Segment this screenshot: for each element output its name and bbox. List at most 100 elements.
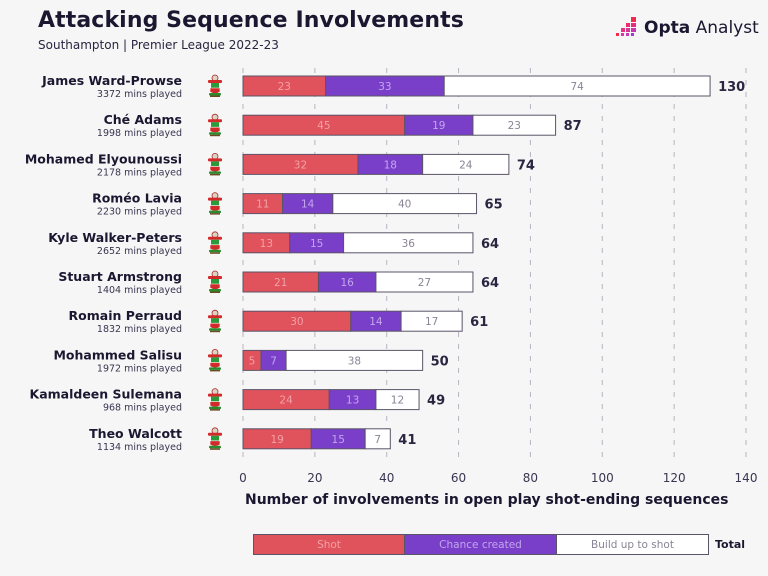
southampton-crest-icon <box>208 113 222 137</box>
southampton-crest-icon <box>208 152 222 176</box>
player-name: Kamaldeen Sulemana <box>30 387 182 402</box>
bar-segment-build-up-label: 74 <box>570 81 584 93</box>
bar-segment-build-up <box>472 114 557 136</box>
bar-segment-shot-label: 23 <box>278 81 291 93</box>
player-minutes: 2230 mins played <box>97 207 182 218</box>
x-axis-label: Number of involvements in open play shot… <box>245 492 729 508</box>
bar-segment-build-up <box>375 389 420 411</box>
bar-segment-shot-label: 24 <box>279 395 293 407</box>
player-minutes: 3372 mins played <box>97 89 182 100</box>
player-minutes: 1972 mins played <box>97 363 182 374</box>
player-name: Theo Walcott <box>89 426 182 441</box>
x-tick-label: 20 <box>307 471 322 485</box>
bar-segment-chance-created-label: 15 <box>332 434 345 446</box>
southampton-crest-icon <box>208 74 222 97</box>
x-tick-label: 40 <box>379 471 394 485</box>
southampton-crest-icon <box>208 427 222 450</box>
bar-segment-build-up-label: 23 <box>508 120 521 132</box>
southampton-crest-icon <box>208 270 222 293</box>
x-tick-label: 80 <box>523 471 538 485</box>
bar-segment-build-up <box>422 153 510 175</box>
legend: Shot Chance created Build up to shot Tot… <box>253 534 745 555</box>
player-minutes: 2178 mins played <box>97 167 182 178</box>
bar-segment-chance-created-label: 14 <box>301 199 315 211</box>
bar-segment-chance-created-label: 15 <box>310 238 323 250</box>
x-tick-label: 140 <box>735 471 758 485</box>
total-label: 130 <box>718 80 745 95</box>
southampton-crest-icon <box>208 192 222 215</box>
total-label: 64 <box>481 276 499 291</box>
player-name: Romain Perraud <box>69 308 182 323</box>
bar-segment-shot-label: 21 <box>274 277 287 289</box>
x-tick-label: 120 <box>663 471 686 485</box>
total-label: 50 <box>431 354 449 369</box>
bar-segment-shot-label: 5 <box>249 355 256 367</box>
player-name: Mohammed Salisu <box>53 347 182 362</box>
bar-segment-chance-created-label: 14 <box>369 316 383 328</box>
player-name: James Ward-Prowse <box>41 73 182 88</box>
player-name: Roméo Lavia <box>92 191 182 206</box>
bar-segment-build-up-label: 27 <box>418 277 431 289</box>
bar-segment-build-up <box>375 271 474 293</box>
bar-segment-shot-label: 19 <box>270 434 283 446</box>
x-tick-label: 0 <box>239 471 247 485</box>
bar-segment-build-up <box>400 310 463 332</box>
bar-segment-shot-label: 11 <box>256 199 269 211</box>
total-label: 49 <box>427 394 445 409</box>
total-label: 41 <box>398 433 416 448</box>
opta-pixel-logo-icon <box>616 17 636 36</box>
total-label: 61 <box>470 315 488 330</box>
player-name: Mohamed Elyounoussi <box>25 151 182 166</box>
bar-segment-chance-created-label: 7 <box>270 355 277 367</box>
chart-subtitle: Southampton | Premier League 2022-23 <box>38 38 279 52</box>
legend-build-up-to-shot: Build up to shot <box>557 534 709 555</box>
legend-chance-created: Chance created <box>405 534 557 555</box>
bar-segment-chance-created-label: 16 <box>341 277 355 289</box>
chart-title: Attacking Sequence Involvements <box>38 8 464 33</box>
bar-segment-chance-created-label: 18 <box>384 159 397 171</box>
bar-segment-shot-label: 30 <box>290 316 303 328</box>
x-tick-label: 60 <box>451 471 466 485</box>
player-minutes: 1134 mins played <box>97 442 182 453</box>
bar-segment-build-up <box>343 232 474 254</box>
brand-name: Opta Analyst <box>644 18 759 38</box>
legend-total: Total <box>715 538 746 551</box>
player-minutes: 1404 mins played <box>97 285 182 296</box>
stacked-bar-chart: 0 20 40 60 80 100 120 140 James Ward-Prowse3372 … <box>25 68 758 485</box>
player-name: Ché Adams <box>104 112 182 127</box>
southampton-crest-icon <box>208 231 222 254</box>
bar-segment-build-up-label: 24 <box>459 159 473 171</box>
bar-segment-shot-label: 32 <box>294 159 307 171</box>
bar-segment-build-up <box>332 193 478 215</box>
player-name: Stuart Armstrong <box>58 269 182 284</box>
bar-segment-shot-label: 45 <box>317 120 330 132</box>
legend-shot: Shot <box>253 534 405 555</box>
bar-segment-chance-created-label: 19 <box>432 120 445 132</box>
total-label: 65 <box>485 198 503 213</box>
bar-segment-chance-created-label: 13 <box>346 395 359 407</box>
bar-segment-chance-created-label: 33 <box>378 81 391 93</box>
total-label: 87 <box>564 119 582 134</box>
bar-segment-build-up-label: 40 <box>398 199 411 211</box>
total-label: 64 <box>481 237 499 252</box>
bar-segment-build-up-label: 17 <box>425 316 438 328</box>
player-minutes: 968 mins played <box>103 403 182 414</box>
bar-segment-shot-label: 13 <box>260 238 273 250</box>
player-minutes: 1998 mins played <box>97 128 182 139</box>
player-minutes: 2652 mins played <box>97 246 182 257</box>
bar-segment-build-up <box>364 428 391 450</box>
bar-segment-build-up-label: 38 <box>348 355 361 367</box>
opta-analyst-logo: Opta Analyst <box>614 17 759 39</box>
southampton-crest-icon <box>208 309 222 333</box>
southampton-crest-icon <box>208 388 222 411</box>
bar-segment-build-up-label: 7 <box>374 434 381 446</box>
bar-segment-build-up-label: 36 <box>402 238 416 250</box>
southampton-crest-icon <box>208 348 222 372</box>
x-tick-label: 100 <box>591 471 614 485</box>
bar-segment-build-up <box>443 75 711 97</box>
bar-segment-build-up-label: 12 <box>391 395 404 407</box>
total-label: 74 <box>517 158 535 173</box>
player-minutes: 1832 mins played <box>97 324 182 335</box>
player-name: Kyle Walker-Peters <box>48 230 182 245</box>
bar-segment-build-up <box>285 349 424 371</box>
